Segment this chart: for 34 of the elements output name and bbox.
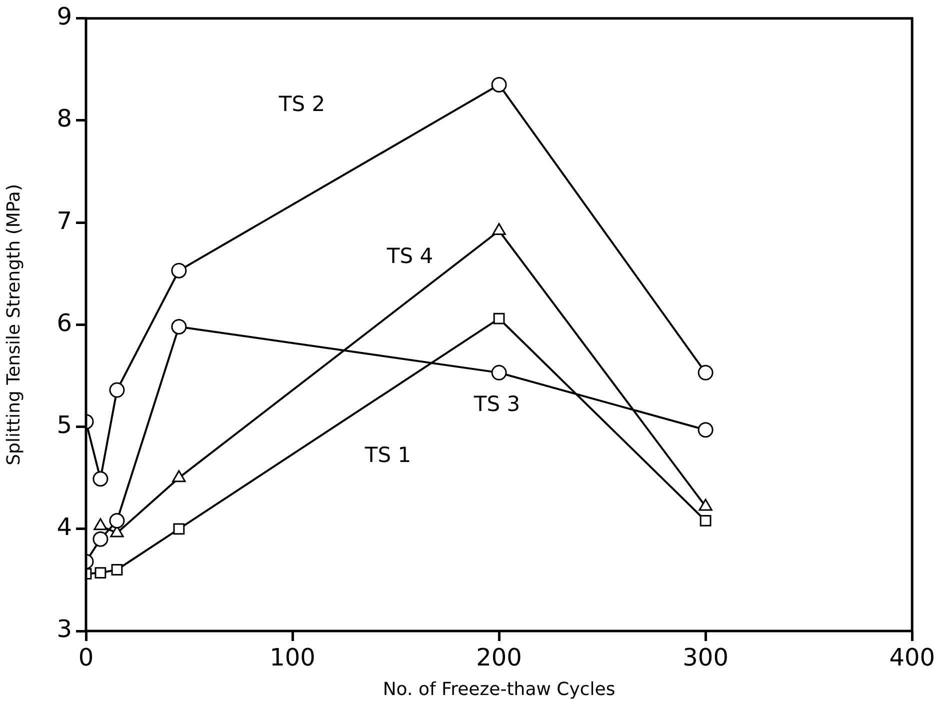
y-tick-label: 9 [56, 2, 72, 31]
point [171, 262, 187, 278]
annotation: TS 4 [386, 244, 434, 268]
point [493, 312, 505, 324]
point [92, 471, 108, 487]
y-tick-label: 8 [56, 104, 72, 133]
x-tick-label: 300 [682, 644, 728, 672]
annotation: TS 2 [278, 92, 326, 116]
y-tick-label: 6 [56, 308, 72, 337]
x-tick-label: 0 [78, 644, 94, 672]
x-axis-title: No. of Freeze-thaw Cycles [382, 678, 616, 700]
point [109, 512, 125, 528]
point [173, 523, 185, 535]
point [171, 318, 187, 334]
point [94, 567, 106, 579]
point [109, 382, 125, 398]
y-axis-title: Splitting Tensile Strength (MPa) [3, 184, 24, 466]
y-tick-label: 3 [56, 615, 72, 644]
point [92, 531, 108, 547]
x-tick-label: 100 [270, 644, 316, 672]
point [491, 364, 507, 380]
point [698, 364, 714, 380]
annotation: TS 3 [474, 392, 520, 416]
point [492, 223, 506, 236]
x-tick-label: 200 [476, 644, 522, 672]
point [111, 564, 123, 576]
point [698, 422, 714, 438]
point [700, 515, 712, 526]
y-tick-label: 7 [56, 206, 72, 235]
annotation: TS 1 [364, 443, 412, 467]
y-tick-label: 4 [56, 513, 72, 542]
point [491, 77, 507, 93]
x-tick-label: 400 [889, 644, 935, 672]
y-tick-label: 5 [56, 411, 72, 440]
